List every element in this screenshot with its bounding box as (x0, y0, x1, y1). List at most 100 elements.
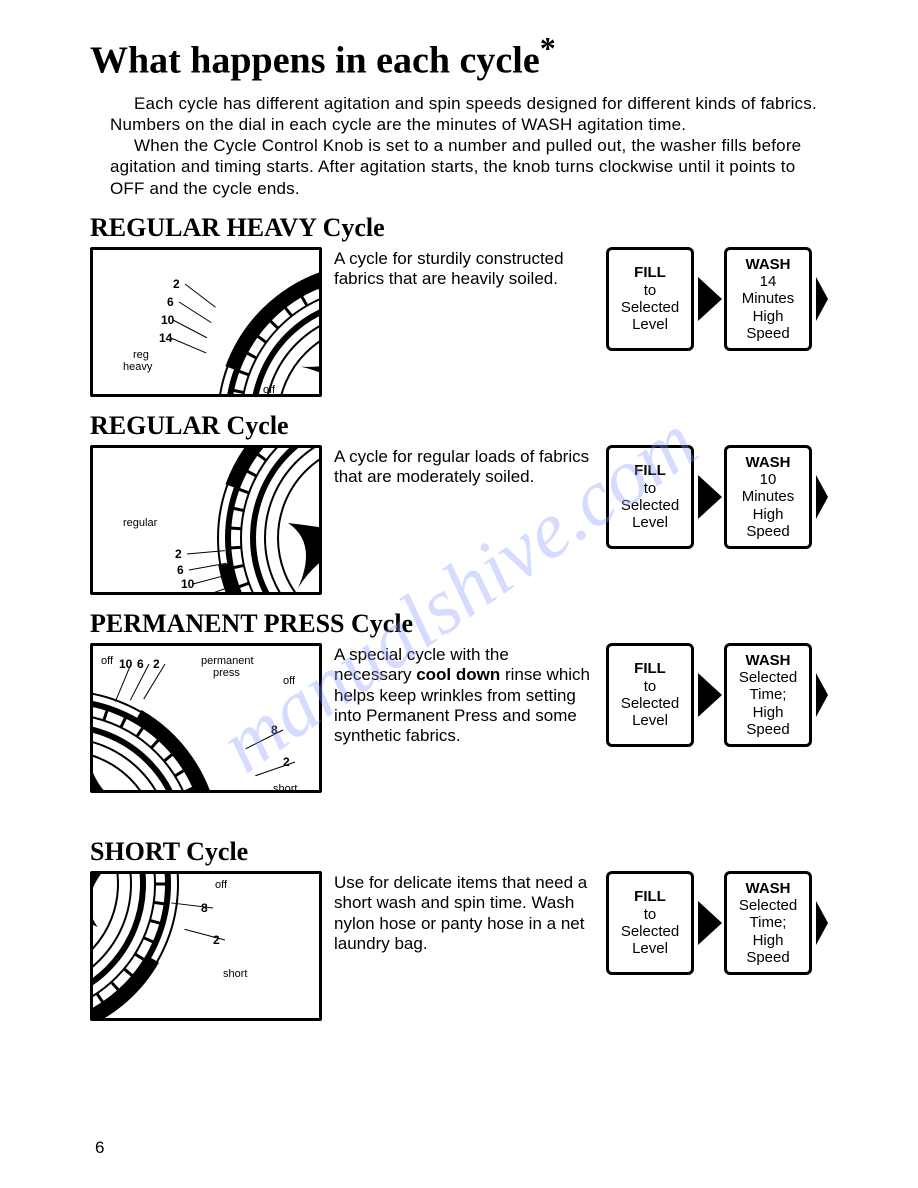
intro-p2: When the Cycle Control Knob is set to a … (110, 135, 828, 199)
step-line: to (644, 906, 657, 923)
dial-text-label: heavy (123, 362, 152, 373)
flow-boxes: FILLtoSelectedLevelWASH10MinutesHighSpee… (606, 445, 828, 549)
cycle-row: 8 2 off short Use for delicate items that ne… (90, 871, 828, 1021)
cycle-heading: SHORT Cycle (90, 837, 828, 867)
dial-number: 8 (271, 724, 278, 736)
dial-diagram: 8 2 off short (90, 871, 322, 1021)
cycle-description: Use for delicate items that need a short… (334, 871, 594, 955)
step-line: Selected (621, 923, 679, 940)
dial-number: 2 (283, 756, 290, 768)
step-line: Speed (746, 949, 789, 966)
step-line: to (644, 678, 657, 695)
step-title: WASH (746, 454, 791, 471)
cycle-section: REGULAR HEAVY Cycle261014regheavyoffA cy… (90, 213, 828, 397)
intro-block: Each cycle has different agitation and s… (110, 93, 828, 199)
dial-text-label: short (223, 969, 247, 980)
dial-number: 6 (137, 658, 144, 670)
step-title: FILL (634, 888, 666, 905)
page-number: 6 (95, 1138, 104, 1158)
dial-diagram: 106282offpermanentpressoffshort (90, 643, 322, 793)
step-line: Level (632, 514, 668, 531)
step-line: High (753, 704, 784, 721)
dial-text-label: permanent (201, 656, 254, 667)
dial-number: 6 (167, 296, 174, 308)
arrow-icon (698, 901, 722, 945)
dial-number: 14 (187, 592, 200, 595)
dial-text-label: off (101, 656, 113, 667)
step-line: Selected (739, 897, 797, 914)
dial-text-label: regular (123, 518, 157, 529)
step-title: FILL (634, 660, 666, 677)
step-line: to (644, 282, 657, 299)
dial-text-label: off (263, 385, 275, 396)
arrow-icon (816, 475, 828, 519)
cycle-section: PERMANENT PRESS Cycle106282offpermanentp… (90, 609, 828, 793)
step-line: Selected (621, 695, 679, 712)
arrow-icon (816, 673, 828, 717)
title-asterisk: * (540, 30, 556, 66)
dial-number: 8 (201, 902, 208, 914)
step-line: High (753, 506, 784, 523)
cycle-section: REGULAR Cycle 2 6 10 14 regular A cycle for re… (90, 411, 828, 595)
dial-diagram: 2 6 10 14 regular (90, 445, 322, 595)
flow-step: FILLtoSelectedLevel (606, 643, 694, 747)
step-line: Level (632, 316, 668, 333)
step-line: to (644, 480, 657, 497)
flow-step: WASHSelectedTime;HighSpeed (724, 871, 812, 975)
step-line: Speed (746, 523, 789, 540)
dial-text-label: press (213, 668, 240, 679)
dial-number: 14 (159, 332, 172, 344)
cycle-description: A cycle for sturdily constructed fabrics… (334, 247, 594, 290)
cycle-heading: REGULAR HEAVY Cycle (90, 213, 828, 243)
page-title: What happens in each cycle* (90, 30, 828, 83)
cycle-row: 2 6 10 14 regular A cycle for regular loads o… (90, 445, 828, 595)
dial-number: 2 (173, 278, 180, 290)
step-line: Minutes (742, 488, 795, 505)
dial-text-label: short (273, 784, 297, 793)
arrow-icon (698, 277, 722, 321)
step-line: Level (632, 940, 668, 957)
step-line: 14 (760, 273, 777, 290)
dial-diagram: 261014regheavyoff (90, 247, 322, 397)
arrow-icon (698, 475, 722, 519)
step-line: Selected (621, 497, 679, 514)
dial-number: 2 (213, 934, 220, 946)
step-line: Speed (746, 325, 789, 342)
dial-number: 6 (177, 564, 184, 576)
step-title: WASH (746, 256, 791, 273)
dial-number: 2 (153, 658, 160, 670)
step-title: FILL (634, 264, 666, 281)
dial-text-label: reg (133, 350, 149, 361)
cycles-container: REGULAR HEAVY Cycle261014regheavyoffA cy… (90, 213, 828, 1021)
title-text: What happens in each cycle (90, 40, 540, 82)
cycle-heading: REGULAR Cycle (90, 411, 828, 441)
dial-text-label: off (283, 676, 295, 687)
step-line: Speed (746, 721, 789, 738)
dial-number: 2 (175, 548, 182, 560)
step-line: Time; (750, 914, 787, 931)
cycle-heading: PERMANENT PRESS Cycle (90, 609, 828, 639)
cycle-description: A cycle for regular loads of fabrics tha… (334, 445, 594, 488)
cycle-row: 106282offpermanentpressoffshortA special… (90, 643, 828, 793)
step-title: WASH (746, 880, 791, 897)
flow-boxes: FILLtoSelectedLevel WASH14MinutesHighSpee… (606, 247, 828, 351)
cycle-description: A special cycle with the necessary cool … (334, 643, 594, 747)
flow-step: FILLtoSelectedLevel (606, 871, 694, 975)
step-line: Time; (750, 686, 787, 703)
cycle-row: 261014regheavyoffA cycle for sturdily co… (90, 247, 828, 397)
step-line: 10 (760, 471, 777, 488)
step-line: High (753, 932, 784, 949)
step-line: Selected (739, 669, 797, 686)
arrow-icon (698, 673, 722, 717)
dial-text-label: off (215, 880, 227, 891)
intro-p1: Each cycle has different agitation and s… (110, 93, 828, 136)
step-line: High (753, 308, 784, 325)
flow-step: WASHSelectedTime;HighSpeed (724, 643, 812, 747)
arrow-icon (816, 277, 828, 321)
step-line: Selected (621, 299, 679, 316)
step-line: Minutes (742, 290, 795, 307)
flow-boxes: FILLtoSelectedLevelWASHSelectedTime;High… (606, 871, 828, 975)
dial-number: 10 (181, 578, 194, 590)
arrow-icon (816, 901, 828, 945)
cycle-section: SHORT Cycle 8 2 off short Use for delicate it… (90, 837, 828, 1021)
